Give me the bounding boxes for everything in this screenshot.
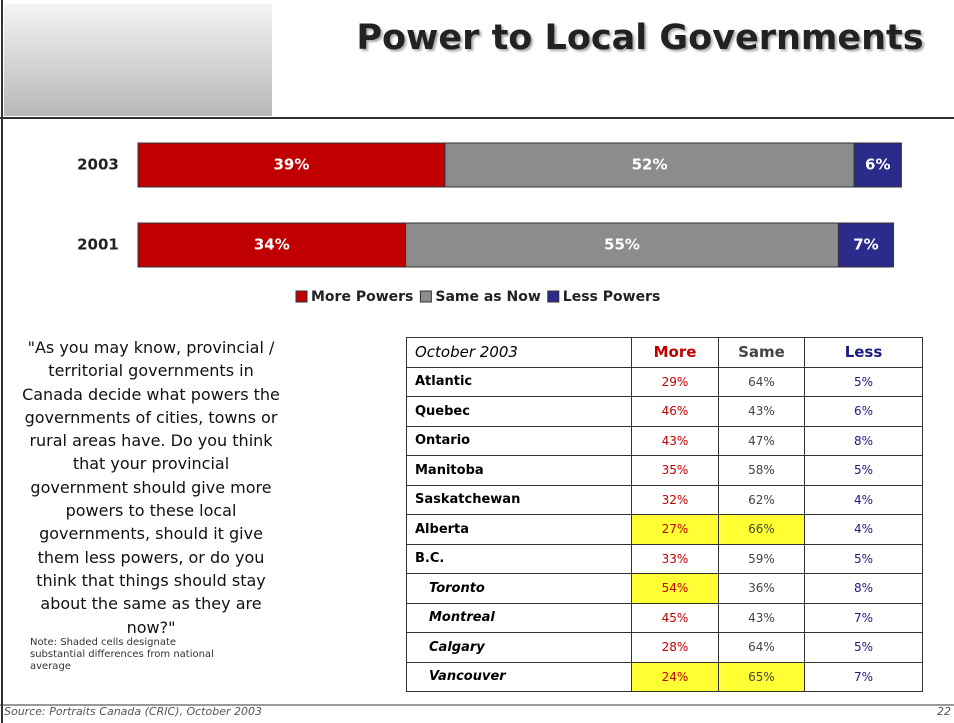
table-cell: 27% bbox=[632, 515, 719, 545]
table-cell: 28% bbox=[632, 633, 719, 663]
value-label: 7% bbox=[853, 236, 878, 254]
row-label: Atlantic bbox=[407, 367, 632, 397]
table-cell: 65% bbox=[719, 662, 805, 692]
column-header: October 2003 bbox=[407, 338, 632, 368]
table-cell: 5% bbox=[805, 367, 923, 397]
row-label: Calgary bbox=[407, 633, 632, 663]
table-cell: 46% bbox=[632, 397, 719, 427]
row-label: Alberta bbox=[407, 515, 632, 545]
row-label: Manitoba bbox=[407, 456, 632, 486]
value-label: 52% bbox=[632, 156, 668, 174]
table-cell: 54% bbox=[632, 574, 719, 604]
table-cell: 64% bbox=[719, 633, 805, 663]
table-cell: 62% bbox=[719, 485, 805, 515]
value-label: 55% bbox=[604, 236, 640, 254]
value-label: 34% bbox=[254, 236, 290, 254]
table-cell: 5% bbox=[805, 633, 923, 663]
table-cell: 5% bbox=[805, 544, 923, 574]
table-cell: 36% bbox=[719, 574, 805, 604]
table-cell: 64% bbox=[719, 367, 805, 397]
row-label: Quebec bbox=[407, 397, 632, 427]
table-cell: 29% bbox=[632, 367, 719, 397]
table-cell: 33% bbox=[632, 544, 719, 574]
source: Source: Portraits Canada (CRIC), October… bbox=[4, 705, 262, 718]
legend-label: Same as Now bbox=[435, 289, 540, 305]
quote: "As you may know, provincial / territori… bbox=[22, 336, 280, 639]
table-cell: 7% bbox=[805, 662, 923, 692]
table-cell: 47% bbox=[719, 426, 805, 456]
table-cell: 43% bbox=[719, 603, 805, 633]
row-label: Toronto bbox=[407, 574, 632, 604]
table-cell: 7% bbox=[805, 603, 923, 633]
table-cell: 5% bbox=[805, 456, 923, 486]
table-cell: 4% bbox=[805, 485, 923, 515]
table-row: B.C.33%59%5% bbox=[407, 544, 923, 574]
table-cell: 66% bbox=[719, 515, 805, 545]
column-header: Same bbox=[719, 338, 805, 368]
legend-swatch bbox=[296, 291, 307, 302]
row-label: Vancouver bbox=[407, 662, 632, 692]
legend-swatch bbox=[420, 291, 431, 302]
legend-label: More Powers bbox=[311, 289, 413, 305]
legend-label: Less Powers bbox=[563, 289, 661, 305]
table-cell: 4% bbox=[805, 515, 923, 545]
table-cell: 58% bbox=[719, 456, 805, 486]
table-cell: 8% bbox=[805, 426, 923, 456]
table-cell: 43% bbox=[719, 397, 805, 427]
column-header: Less bbox=[805, 338, 923, 368]
row-label: Montreal bbox=[407, 603, 632, 633]
row-label: Saskatchewan bbox=[407, 485, 632, 515]
table-cell: 6% bbox=[805, 397, 923, 427]
category-label: 2001 bbox=[77, 236, 119, 254]
table-cell: 32% bbox=[632, 485, 719, 515]
legend-swatch bbox=[548, 291, 559, 302]
table-cell: 35% bbox=[632, 456, 719, 486]
value-label: 39% bbox=[274, 156, 310, 174]
table-cell: 43% bbox=[632, 426, 719, 456]
header-image bbox=[4, 4, 272, 116]
table-cell: 45% bbox=[632, 603, 719, 633]
table-cell: 8% bbox=[805, 574, 923, 604]
table-cell: 59% bbox=[719, 544, 805, 574]
category-label: 2003 bbox=[77, 156, 119, 174]
title: Power to Local Governments bbox=[330, 18, 950, 58]
row-label: B.C. bbox=[407, 544, 632, 574]
note: Note: Shaded cells designate substantial… bbox=[30, 637, 230, 673]
row-label: Ontario bbox=[407, 426, 632, 456]
table-cell: 24% bbox=[632, 662, 719, 692]
page-number: 22 bbox=[937, 705, 951, 718]
column-header: More bbox=[632, 338, 719, 368]
slide: 2003 39% 52% 6% 2001 34% 55% 7% More Powers Same … bbox=[0, 0, 954, 723]
value-label: 6% bbox=[865, 156, 890, 174]
